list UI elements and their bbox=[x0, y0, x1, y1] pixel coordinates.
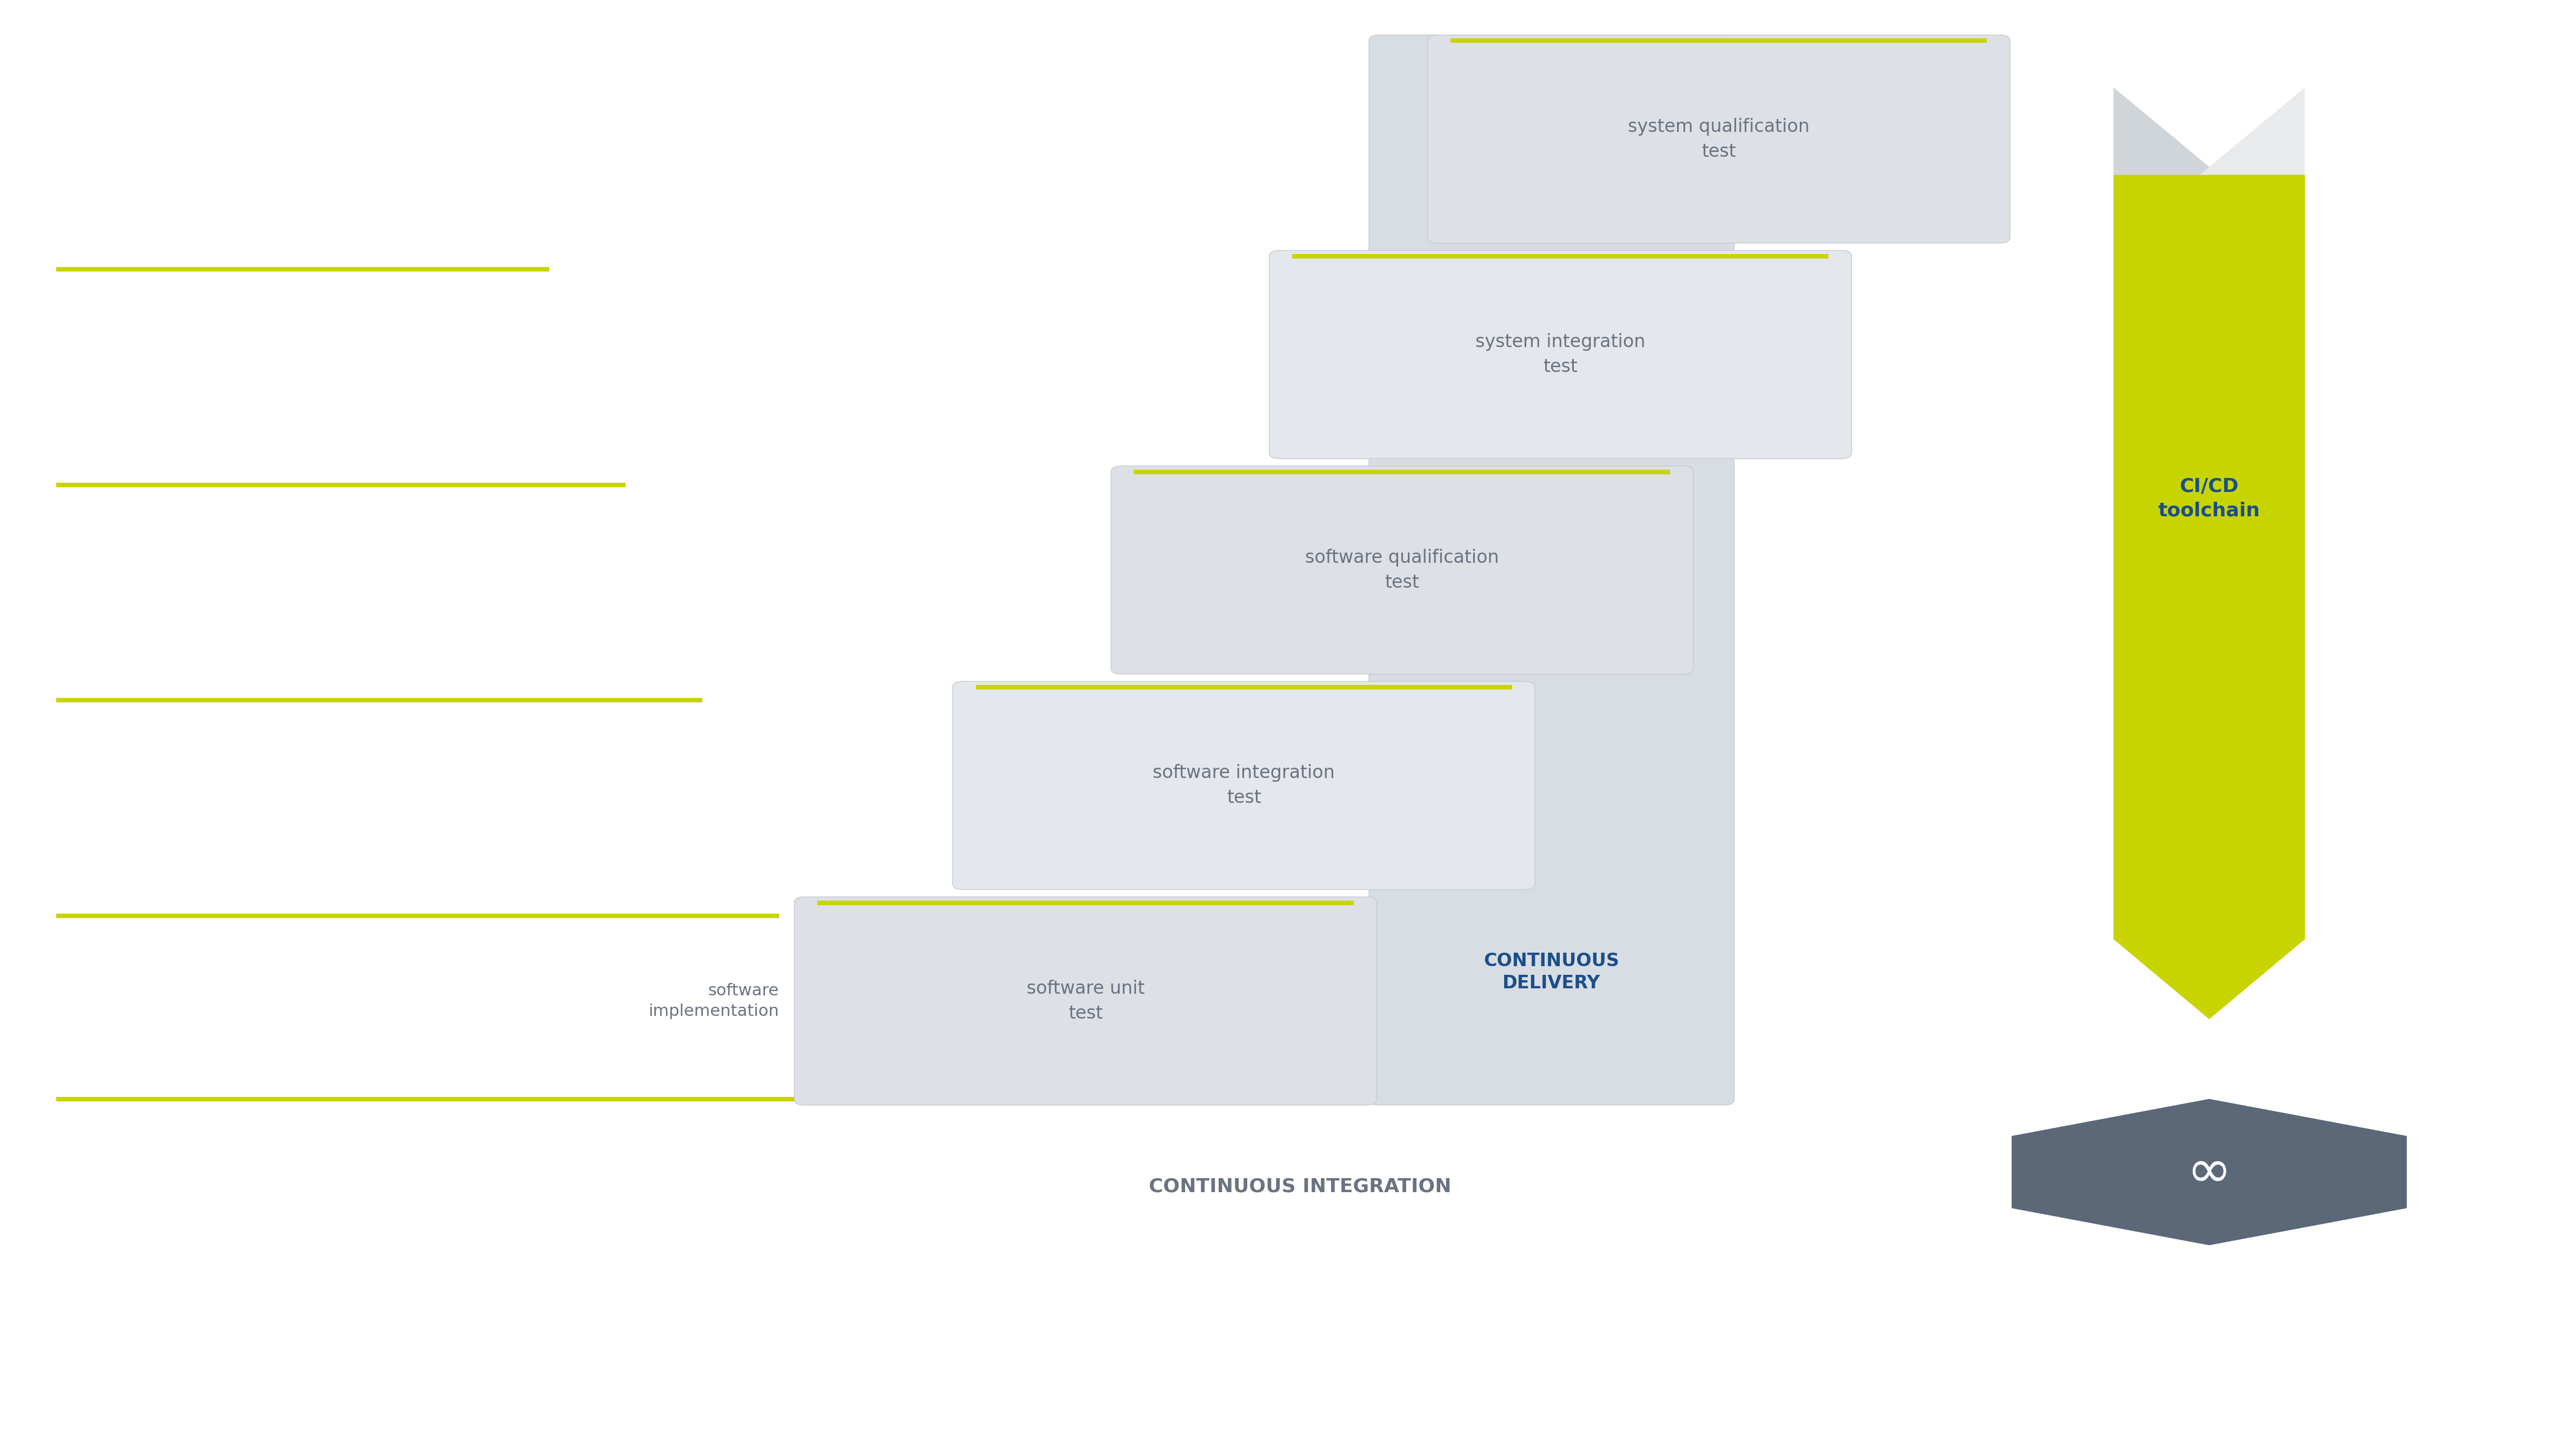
FancyBboxPatch shape bbox=[1111, 466, 1693, 674]
Text: system qualification
test: system qualification test bbox=[1627, 118, 1811, 160]
FancyBboxPatch shape bbox=[1269, 250, 1852, 459]
Text: CONTINUOUS INTEGRATION: CONTINUOUS INTEGRATION bbox=[1149, 1178, 1451, 1195]
Text: software qualification
test: software qualification test bbox=[1305, 549, 1499, 591]
FancyBboxPatch shape bbox=[953, 681, 1535, 890]
FancyBboxPatch shape bbox=[1428, 35, 2010, 243]
Polygon shape bbox=[2115, 175, 2304, 1019]
Text: ∞: ∞ bbox=[2186, 1146, 2232, 1198]
Text: CI/CD
toolchain: CI/CD toolchain bbox=[2158, 478, 2260, 520]
FancyBboxPatch shape bbox=[1369, 35, 1734, 1105]
Text: software unit
test: software unit test bbox=[1027, 980, 1144, 1022]
Polygon shape bbox=[2115, 87, 2219, 175]
Text: CONTINUOUS
DELIVERY: CONTINUOUS DELIVERY bbox=[1484, 952, 1619, 992]
Text: system integration
test: system integration test bbox=[1476, 333, 1645, 376]
Text: software
implementation: software implementation bbox=[649, 983, 779, 1019]
Text: software integration
test: software integration test bbox=[1152, 764, 1336, 807]
Polygon shape bbox=[2199, 87, 2304, 175]
FancyBboxPatch shape bbox=[794, 897, 1377, 1105]
Polygon shape bbox=[2010, 1098, 2408, 1246]
